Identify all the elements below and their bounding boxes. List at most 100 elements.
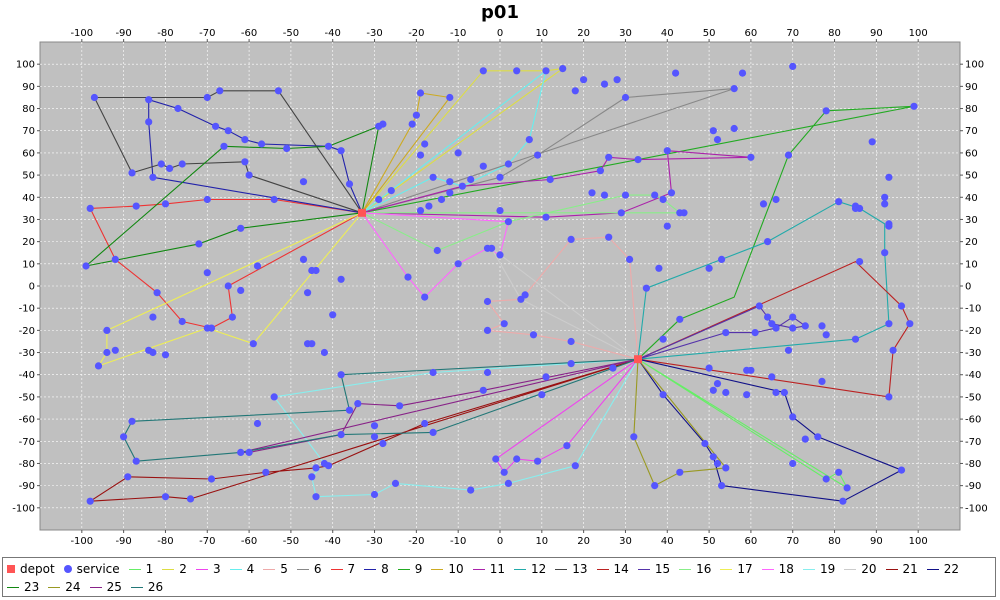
service-point xyxy=(437,195,446,204)
legend-line-icon xyxy=(397,568,410,570)
route-line-18 xyxy=(361,212,509,298)
service-point xyxy=(713,380,722,388)
service-point xyxy=(626,255,634,263)
x-tick-label-bottom: -70 xyxy=(199,536,215,547)
y-tick-label-left: 90 xyxy=(22,82,35,93)
legend-item-route-7: 7 xyxy=(330,560,355,578)
service-point xyxy=(542,373,550,381)
service-point xyxy=(513,455,521,463)
legend-item-route-26: 26 xyxy=(130,578,164,596)
service-point xyxy=(166,164,174,172)
service-point xyxy=(337,371,345,379)
legend-label: 19 xyxy=(819,562,836,576)
legend-label: 11 xyxy=(489,562,505,576)
service-point xyxy=(897,466,906,474)
service-point xyxy=(149,348,157,357)
service-point xyxy=(228,313,236,321)
service-point xyxy=(663,147,671,155)
legend: depot service 1 2 3 4 5 6 7 8 9 10 11 12 13 14 15 16 17 1… xyxy=(2,557,996,597)
service-point xyxy=(270,393,278,401)
service-point xyxy=(312,266,320,275)
service-point xyxy=(111,255,119,263)
x-tick-label-bottom: -30 xyxy=(366,536,382,547)
x-tick-label-bottom: 40 xyxy=(661,536,674,547)
service-point xyxy=(253,419,262,428)
y-tick-label-right: -10 xyxy=(965,304,981,315)
service-point xyxy=(747,366,755,374)
service-point xyxy=(529,331,538,339)
legend-label: 24 xyxy=(65,580,81,594)
legend-item-route-22: 22 xyxy=(926,560,959,578)
service-point xyxy=(483,326,492,334)
legend-item-route-9: 9 xyxy=(397,560,423,578)
service-point xyxy=(375,122,383,130)
service-point xyxy=(145,96,153,104)
service-point xyxy=(651,191,659,199)
service-points xyxy=(82,62,918,505)
x-tick-label-top: 100 xyxy=(909,28,928,39)
legend-item-route-3: 3 xyxy=(195,560,221,578)
service-point xyxy=(843,484,851,492)
service-point xyxy=(617,209,625,217)
service-point xyxy=(709,127,717,135)
service-point xyxy=(178,160,186,168)
service-point xyxy=(600,80,609,88)
legend-item-route-11: 11 xyxy=(472,560,505,578)
y-tick-label-right: 0 xyxy=(965,282,971,293)
legend-line-icon xyxy=(679,568,692,570)
service-point xyxy=(454,149,462,157)
service-point xyxy=(324,462,333,470)
x-tick-label-top: 0 xyxy=(497,28,503,39)
service-point xyxy=(881,249,889,257)
legend-line-icon xyxy=(162,568,175,570)
y-tick-label-left: 30 xyxy=(22,215,35,226)
service-point xyxy=(479,162,487,170)
service-point xyxy=(253,262,262,270)
legend-label: 9 xyxy=(414,562,423,576)
y-tick-label-right: 30 xyxy=(965,215,978,226)
x-tick-label-bottom: 70 xyxy=(786,536,799,547)
y-tick-label-left: -90 xyxy=(19,481,35,492)
service-point xyxy=(245,448,253,456)
legend-item-route-15: 15 xyxy=(637,560,670,578)
service-point xyxy=(546,175,554,184)
service-point xyxy=(283,144,291,153)
service-point xyxy=(856,204,864,212)
y-tick-label-right: 100 xyxy=(965,60,984,71)
service-point xyxy=(542,213,550,221)
service-point xyxy=(822,331,830,339)
service-point xyxy=(94,362,103,370)
x-tick-label-bottom: 10 xyxy=(535,536,548,547)
service-point xyxy=(103,326,111,334)
service-point xyxy=(722,329,730,337)
service-point xyxy=(120,433,128,441)
legend-item-route-12: 12 xyxy=(513,560,546,578)
y-tick-label-right: -100 xyxy=(965,503,988,514)
legend-line-icon xyxy=(128,568,141,570)
service-point xyxy=(630,433,638,441)
x-tick-label-bottom: 50 xyxy=(703,536,716,547)
service-point xyxy=(542,67,550,75)
service-point xyxy=(818,322,826,330)
legend-item-route-2: 2 xyxy=(162,560,187,578)
service-point xyxy=(504,160,512,168)
service-point xyxy=(789,313,797,321)
x-tick-label-bottom: 80 xyxy=(828,536,841,547)
y-tick-label-left: -80 xyxy=(19,459,35,470)
service-point xyxy=(571,87,579,95)
chart-title: p01 xyxy=(481,2,519,23)
service-point xyxy=(337,147,345,155)
legend-item-route-18: 18 xyxy=(761,560,794,578)
route-line-24 xyxy=(633,358,727,487)
y-tick-label-right: 10 xyxy=(965,259,978,270)
service-point xyxy=(467,175,475,184)
service-point xyxy=(567,337,575,346)
service-point xyxy=(124,473,132,481)
legend-label: 26 xyxy=(147,580,164,594)
service-point xyxy=(262,468,270,476)
x-tick-label-bottom: 100 xyxy=(909,536,928,547)
service-point xyxy=(881,193,889,201)
service-marker-icon xyxy=(63,565,72,573)
depot-points xyxy=(358,208,642,364)
y-tick-label-right: 40 xyxy=(965,193,978,204)
